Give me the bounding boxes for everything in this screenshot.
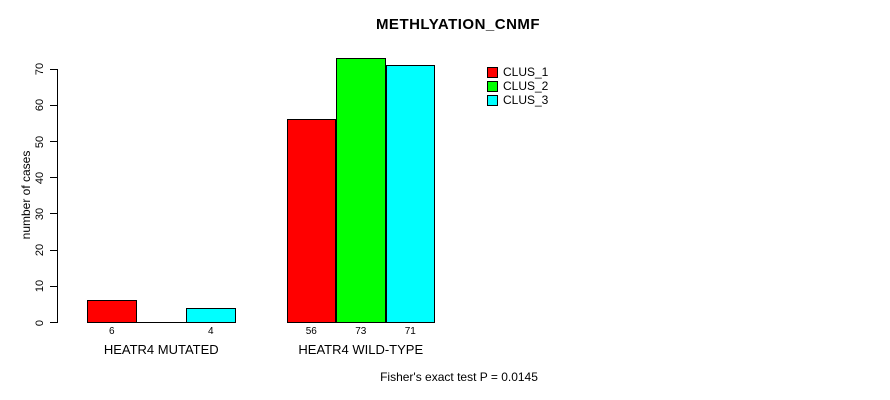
bar-value-label: 4: [207, 326, 214, 337]
legend: CLUS_1 CLUS_2 CLUS_3: [487, 65, 549, 107]
bar-clus_1-2: [286, 119, 336, 323]
y-axis-tick: [50, 177, 58, 179]
legend-swatch-icon: [487, 66, 498, 78]
y-axis-tick: [50, 141, 58, 142]
bar-clus_3-1: [186, 308, 236, 323]
legend-label: CLUS_1: [503, 65, 549, 79]
y-axis-tick-label: 30: [34, 207, 46, 221]
bar-clus_1-1: [87, 300, 137, 323]
y-axis-tick-label: 70: [34, 62, 46, 76]
y-axis-tick: [50, 213, 58, 215]
x-axis-category-label: HEATR4 MUTATED: [103, 342, 219, 357]
legend-label: CLUS_3: [503, 93, 549, 107]
y-axis-tick: [50, 104, 58, 106]
legend-item-clus_3: CLUS_3: [487, 93, 549, 107]
y-axis-tick-label: 10: [34, 280, 46, 293]
y-axis-tick-label: 20: [34, 243, 46, 257]
y-axis-tick-label: 50: [34, 135, 46, 148]
bar-clus_2-2: [336, 58, 386, 323]
y-axis-tick: [50, 68, 58, 70]
bar-value-label: 71: [404, 326, 416, 337]
y-axis-tick-label: 40: [34, 171, 46, 184]
y-axis-line: [57, 68, 58, 323]
bar-value-label: 6: [108, 326, 115, 337]
y-axis-tick: [50, 285, 58, 287]
bar-clus_2-1-zero: [136, 322, 187, 323]
legend-swatch-icon: [487, 94, 498, 106]
y-axis-tick-label: 60: [34, 99, 46, 112]
chart-title: METHLYATION_CNMF: [375, 16, 541, 33]
y-axis-tick: [50, 322, 58, 323]
x-axis-category-label: HEATR4 WILD-TYPE: [298, 342, 424, 357]
legend-item-clus_1: CLUS_1: [487, 65, 549, 79]
bar-value-label: 73: [355, 326, 367, 337]
bar-clus_3-2: [385, 65, 435, 323]
legend-swatch-icon: [487, 80, 498, 92]
y-axis-tick-label: 0: [34, 319, 46, 326]
stat-annotation: Fisher's exact test P = 0.0145: [380, 370, 538, 384]
legend-label: CLUS_2: [503, 79, 549, 93]
legend-item-clus_2: CLUS_2: [487, 79, 549, 93]
y-axis-tick: [50, 249, 58, 251]
bar-value-label: 56: [305, 326, 317, 337]
